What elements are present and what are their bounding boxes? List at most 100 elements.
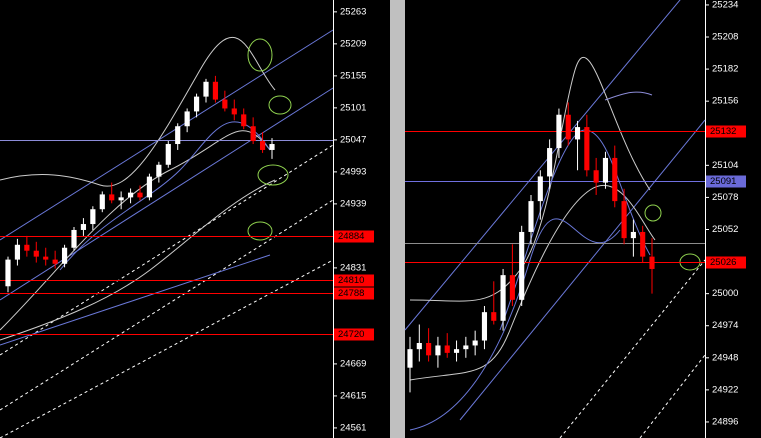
y-tick-label: 25047 xyxy=(340,134,366,145)
candle-body xyxy=(500,275,506,321)
candle-body xyxy=(33,250,39,257)
candle-body xyxy=(61,247,68,264)
candle-body xyxy=(175,126,181,145)
candle-body xyxy=(52,259,58,264)
y-tick-label: 25101 xyxy=(340,102,366,113)
candle-body xyxy=(547,148,553,177)
y-tick-label: 25182 xyxy=(712,64,738,75)
highlight-circle xyxy=(247,38,273,72)
y-tick-label: 24974 xyxy=(712,320,738,331)
y-tick-label: 24831 xyxy=(340,262,366,273)
candle-body xyxy=(241,114,247,127)
candle-body xyxy=(222,99,228,109)
y-tick-label: 24922 xyxy=(712,384,738,395)
bollinger-band xyxy=(604,91,653,101)
candle-body xyxy=(231,108,237,115)
candle-body xyxy=(14,244,21,260)
y-tick-label: 25052 xyxy=(712,224,738,235)
candle-body xyxy=(416,342,422,350)
candle-body xyxy=(99,194,105,210)
candle-body xyxy=(184,111,190,127)
candle-body xyxy=(528,201,534,232)
bollinger-band xyxy=(0,130,271,331)
candle-body xyxy=(90,209,96,225)
level-label-bg xyxy=(334,287,374,300)
candle-body xyxy=(621,201,627,239)
candle-body xyxy=(453,349,460,353)
channel-line xyxy=(0,29,334,241)
highlight-circle xyxy=(247,221,273,241)
level-label-bg xyxy=(706,256,746,269)
candle-body xyxy=(193,96,200,112)
y-tick-label: 25263 xyxy=(340,6,366,17)
candle-body xyxy=(118,197,124,201)
candle-body xyxy=(146,176,153,198)
y-tick-label: 25234 xyxy=(712,0,738,10)
level-label: 25026 xyxy=(710,257,736,268)
y-tick-label: 25155 xyxy=(340,70,366,81)
level-label-bg xyxy=(334,230,374,243)
candle-body xyxy=(137,192,143,198)
highlight-circle xyxy=(257,164,289,186)
y-tick-label: 24993 xyxy=(340,166,366,177)
candle-body xyxy=(127,192,134,198)
candle-body xyxy=(407,349,413,368)
candle-body xyxy=(5,259,11,287)
candle-body xyxy=(602,157,609,183)
level-label: 24788 xyxy=(338,288,364,299)
level-label-bg xyxy=(706,175,746,188)
candle-body xyxy=(156,164,162,177)
moving-average xyxy=(59,121,271,271)
candle-body xyxy=(584,127,590,171)
candle-body xyxy=(640,231,646,257)
y-tick-label: 25000 xyxy=(712,288,738,299)
candle-body xyxy=(574,127,581,140)
y-tick-label: 24561 xyxy=(340,422,366,433)
y-tick-label: 24948 xyxy=(712,352,738,363)
candle-body xyxy=(472,340,478,346)
channel-line xyxy=(559,259,706,438)
candle-body xyxy=(463,345,469,350)
level-label: 24810 xyxy=(338,275,364,286)
channel-line xyxy=(459,119,706,421)
candle-body xyxy=(556,114,562,149)
y-tick-label: 25209 xyxy=(340,38,366,49)
candle-body xyxy=(509,275,515,300)
level-label-bg xyxy=(334,274,374,287)
y-tick-label: 25208 xyxy=(712,32,738,43)
bollinger-band xyxy=(0,179,276,341)
y-tick-label: 24896 xyxy=(712,416,738,427)
candle-body xyxy=(269,144,275,150)
highlight-circle xyxy=(644,204,662,222)
window-separator xyxy=(390,0,405,438)
level-label: 24720 xyxy=(338,329,364,340)
bollinger-band xyxy=(409,218,621,431)
candle-body xyxy=(426,342,432,356)
channel-line xyxy=(0,259,334,438)
candle-body xyxy=(212,81,219,100)
bollinger-band xyxy=(0,36,276,187)
candle-body xyxy=(444,345,450,353)
candle-body xyxy=(630,231,636,239)
candle-body xyxy=(491,312,497,321)
candle-body xyxy=(593,170,599,183)
level-label-bg xyxy=(334,328,374,341)
level-label: 24884 xyxy=(338,231,364,242)
y-tick-label: 24669 xyxy=(340,358,366,369)
candle-body xyxy=(519,231,525,300)
candle-body xyxy=(165,144,171,165)
candle-body xyxy=(203,81,209,97)
candle-body xyxy=(43,256,49,260)
level-label-bg xyxy=(706,125,746,138)
y-tick-label: 25156 xyxy=(712,96,738,107)
candle-body xyxy=(71,229,77,248)
candle-body xyxy=(80,224,87,230)
candle-body xyxy=(109,194,115,201)
y-tick-label: 24615 xyxy=(340,390,366,401)
y-tick-label: 25078 xyxy=(712,192,738,203)
level-label: 25091 xyxy=(710,176,736,187)
highlight-circle xyxy=(268,95,292,115)
y-tick-label: 24939 xyxy=(340,198,366,209)
